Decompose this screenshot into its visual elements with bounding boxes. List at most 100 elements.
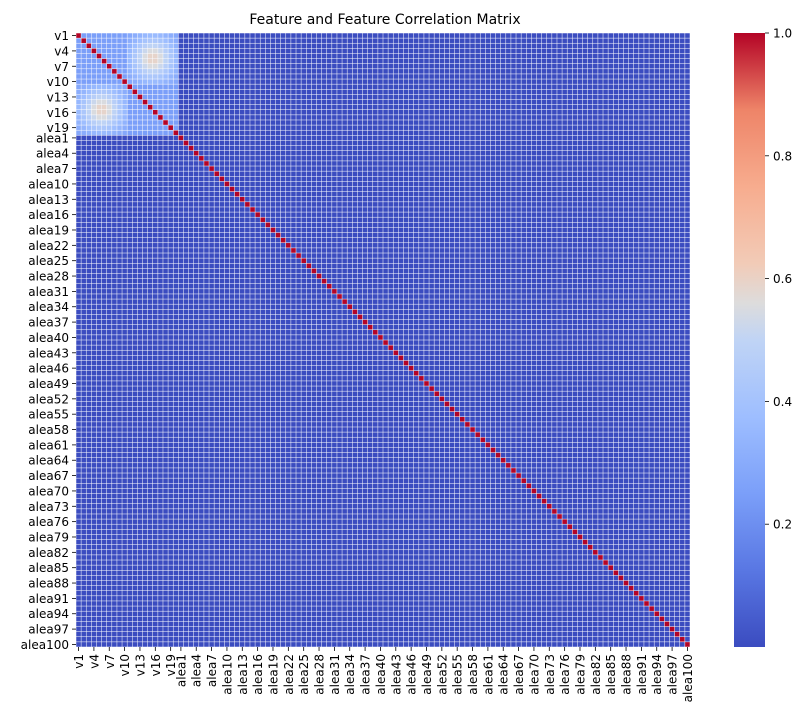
heatmap-cell — [168, 114, 174, 120]
heatmap-cell — [137, 53, 143, 59]
heatmap-cell — [654, 611, 660, 617]
heatmap-cell — [132, 58, 138, 64]
heatmap-cell — [168, 109, 174, 115]
heatmap-cell — [137, 38, 143, 44]
heatmap-cell — [96, 38, 102, 44]
heatmap-cell — [142, 119, 148, 126]
heatmap-cell — [649, 606, 655, 612]
heatmap-cell — [86, 48, 92, 54]
heatmap-cell — [106, 58, 112, 64]
y-tick-label: alea10 — [28, 177, 69, 191]
heatmap-cell — [91, 43, 97, 49]
heatmap-cell — [76, 63, 82, 69]
y-tick-label: v4 — [54, 44, 69, 58]
heatmap-cell — [86, 79, 92, 85]
heatmap-cell — [96, 119, 102, 126]
heatmap-cell — [137, 114, 143, 120]
heatmap-cell — [137, 109, 143, 115]
heatmap-cell — [147, 53, 153, 59]
heatmap-cell — [86, 53, 92, 59]
heatmap-cell — [142, 58, 148, 64]
heatmap-cell — [142, 125, 148, 131]
x-tick-label: alea49 — [420, 654, 434, 695]
heatmap-cell — [434, 391, 440, 397]
heatmap-cell — [157, 73, 163, 80]
heatmap-cell — [173, 84, 179, 90]
heatmap-cell — [168, 79, 174, 85]
heatmap-cell — [157, 104, 163, 110]
heatmap-cell — [81, 125, 87, 131]
heatmap-cell — [255, 212, 261, 218]
heatmap-cell — [173, 125, 179, 131]
heatmap-cell — [127, 58, 133, 64]
heatmap-cell — [116, 43, 123, 49]
heatmap-cell — [116, 89, 123, 95]
heatmap-cell — [603, 560, 609, 566]
heatmap-cell — [142, 89, 148, 95]
heatmap-cell — [157, 68, 163, 74]
heatmap-cell — [86, 89, 92, 95]
heatmap-cell — [132, 84, 138, 90]
heatmap-cell — [81, 114, 87, 120]
heatmap-cell — [116, 73, 123, 80]
heatmap-cell — [188, 145, 194, 151]
heatmap-cell — [326, 283, 332, 289]
y-tick-label: alea37 — [28, 316, 69, 330]
heatmap-cell — [198, 155, 204, 161]
heatmap-cell — [91, 130, 97, 136]
heatmap-cell — [96, 130, 102, 136]
y-tick-label: alea16 — [28, 208, 69, 222]
heatmap-cell — [111, 109, 117, 115]
heatmap-cell — [572, 529, 578, 535]
heatmap-cell — [684, 641, 690, 647]
heatmap-cell — [147, 73, 153, 80]
heatmap-cell — [86, 68, 92, 74]
heatmap-cell — [219, 176, 225, 182]
heatmap-cell — [209, 166, 215, 172]
heatmap-cells — [75, 32, 691, 648]
heatmap-cell — [162, 125, 169, 131]
heatmap-cell — [101, 125, 107, 131]
heatmap-cell — [76, 130, 82, 136]
heatmap-cell — [306, 263, 312, 269]
y-tick-label: alea73 — [28, 500, 69, 514]
heatmap-cell — [173, 63, 179, 69]
x-tick-label: alea64 — [497, 654, 511, 695]
heatmap-cell — [157, 63, 163, 69]
heatmap-cell — [76, 89, 82, 95]
heatmap-cell — [526, 483, 532, 489]
heatmap-cell — [562, 519, 568, 525]
heatmap-cell — [127, 38, 133, 44]
x-tick-label: alea43 — [389, 654, 403, 695]
heatmap-cell — [290, 247, 297, 254]
heatmap-cell — [106, 53, 112, 59]
heatmap-cell — [173, 119, 179, 126]
heatmap-cell — [111, 79, 117, 85]
heatmap-cell — [444, 401, 450, 407]
heatmap-cell — [168, 99, 174, 105]
heatmap-cell — [162, 94, 169, 100]
heatmap-cell — [116, 48, 123, 54]
heatmap-cell — [388, 345, 394, 351]
heatmap-cell — [81, 38, 87, 44]
heatmap-cell — [618, 575, 624, 581]
heatmap-cell — [137, 48, 143, 54]
heatmap-cell — [173, 89, 179, 95]
y-tick-label: alea13 — [28, 193, 69, 207]
heatmap-cell — [127, 104, 133, 110]
heatmap-cell — [162, 58, 169, 64]
heatmap-cell — [152, 89, 158, 95]
heatmap-cell — [342, 299, 348, 305]
heatmap-cell — [81, 68, 87, 74]
heatmap-cell — [142, 109, 148, 115]
heatmap-cell — [152, 104, 158, 110]
heatmap-cell — [81, 130, 87, 136]
heatmap-cell — [122, 73, 128, 80]
heatmap-cell — [132, 109, 138, 115]
x-tick-label: v1 — [72, 654, 86, 669]
heatmap-cell — [296, 253, 302, 259]
x-tick-label: alea97 — [666, 654, 680, 695]
heatmap-cell — [577, 534, 583, 540]
heatmap-cell — [127, 114, 133, 120]
